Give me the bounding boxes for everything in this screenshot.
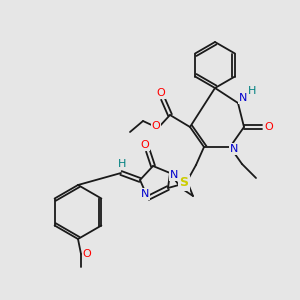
Text: O: O — [152, 121, 160, 131]
Text: N: N — [141, 189, 149, 199]
Text: O: O — [265, 122, 273, 132]
Text: S: S — [179, 176, 188, 190]
Text: O: O — [82, 249, 91, 259]
Text: O: O — [141, 140, 149, 150]
Text: N: N — [239, 93, 247, 103]
Text: N: N — [170, 170, 178, 180]
Text: H: H — [248, 86, 256, 96]
Text: O: O — [157, 88, 165, 98]
Text: H: H — [118, 159, 126, 169]
Text: N: N — [230, 144, 238, 154]
